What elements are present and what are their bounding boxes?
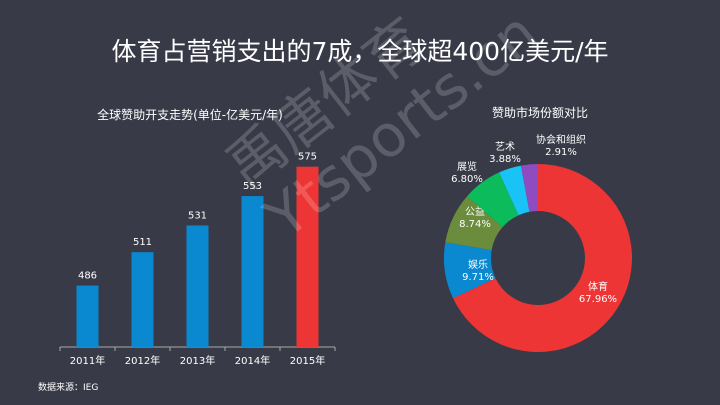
slice-label: 体育 xyxy=(588,280,608,293)
donut-slice xyxy=(467,172,519,228)
bar xyxy=(76,285,99,347)
donut-chart-title: 赞助市场份额对比 xyxy=(491,106,588,120)
donut-slice xyxy=(453,164,633,352)
bar xyxy=(296,166,319,347)
bar-value-label: 486 xyxy=(78,271,97,282)
slice-percent: 6.80% xyxy=(451,174,483,185)
slice-percent: 9.71% xyxy=(462,272,494,283)
slice-percent: 67.96% xyxy=(579,294,617,305)
bar-value-label: 511 xyxy=(133,237,152,248)
x-tick-label: 2015年 xyxy=(290,354,325,367)
slice-label: 协会和组织 xyxy=(536,133,586,146)
bar-value-label: 575 xyxy=(298,152,317,163)
x-tick-label: 2012年 xyxy=(125,354,160,367)
donut-slice xyxy=(445,196,503,251)
bar-value-label: 553 xyxy=(243,181,262,192)
bar-chart-title: 全球赞助开支走势(单位-亿美元/年) xyxy=(97,108,283,122)
x-tick-label: 2013年 xyxy=(180,354,215,367)
bar xyxy=(186,225,209,347)
x-tick-label: 2014年 xyxy=(235,354,270,367)
slice-label: 公益 xyxy=(465,205,485,218)
slice-label: 展览 xyxy=(457,160,477,173)
source-note: 数据来源：IEG xyxy=(38,383,99,393)
bar xyxy=(241,196,264,347)
donut-slice xyxy=(499,165,530,216)
bar xyxy=(131,252,154,347)
donut-slice xyxy=(520,164,538,212)
slice-percent: 8.74% xyxy=(459,219,491,230)
donut-slice xyxy=(444,242,496,299)
x-tick-label: 2011年 xyxy=(70,354,105,367)
slice-label: 艺术 xyxy=(495,141,515,153)
slice-label: 娱乐 xyxy=(468,258,488,271)
slice-percent: 3.88% xyxy=(489,154,521,165)
slice-percent: 2.91% xyxy=(545,147,577,158)
bar-value-label: 531 xyxy=(188,210,207,221)
slide-title: 体育占营销支出的7成，全球超400亿美元/年 xyxy=(111,37,609,66)
